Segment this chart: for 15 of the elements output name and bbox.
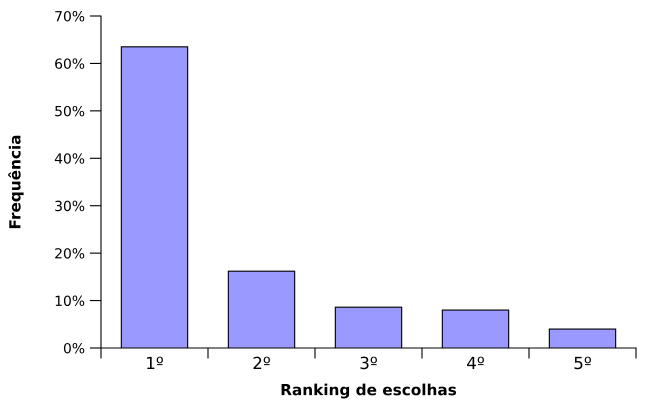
x-tick-label: 5º bbox=[574, 356, 591, 370]
y-tick-label: 70% bbox=[55, 10, 84, 22]
x-axis-title: Ranking de escolhas bbox=[282, 384, 456, 398]
x-tick-label: 1º bbox=[147, 356, 163, 369]
y-tick-label: 60% bbox=[55, 58, 84, 69]
y-tick-label: 0% bbox=[64, 342, 84, 354]
y-axis-title: Frequência bbox=[8, 136, 24, 228]
x-tick-label: 2º bbox=[253, 356, 270, 369]
y-tick-label: 20% bbox=[55, 248, 84, 259]
y-tick-label: 10% bbox=[56, 296, 84, 306]
y-tick-label: 50% bbox=[55, 106, 84, 116]
x-tick-label: 3º bbox=[360, 356, 377, 370]
x-tick-label: 4º bbox=[467, 356, 484, 369]
y-tick-label: 30% bbox=[55, 200, 84, 212]
y-tick-label: 40% bbox=[54, 153, 84, 164]
